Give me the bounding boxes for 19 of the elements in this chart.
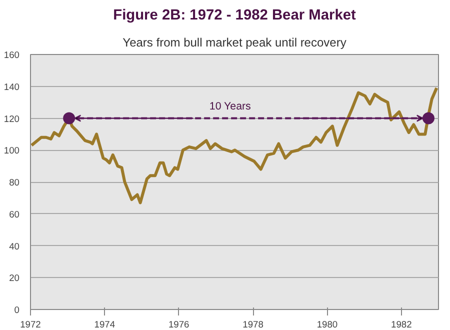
y-tick-label: 60 bbox=[9, 209, 20, 220]
chart-title: Figure 2B: 1972 - 1982 Bear Market bbox=[113, 8, 356, 24]
x-tick-label: 1976 bbox=[168, 320, 190, 330]
y-tick-label: 20 bbox=[9, 273, 20, 284]
y-tick-label: 100 bbox=[4, 146, 20, 156]
x-tick-label: 1978 bbox=[242, 320, 264, 330]
x-tick-label: 1982 bbox=[391, 320, 412, 330]
y-tick-label: 120 bbox=[4, 114, 20, 124]
y-tick-label: 160 bbox=[4, 50, 20, 60]
y-tick-label: 80 bbox=[9, 178, 20, 188]
chart-subtitle: Years from bull market peak until recovery bbox=[122, 36, 346, 50]
y-tick-label: 0 bbox=[14, 305, 20, 315]
annotation: 10 Years bbox=[209, 100, 251, 112]
x-tick-label: 1974 bbox=[94, 320, 116, 330]
y-tick-label: 40 bbox=[9, 241, 20, 252]
line-series bbox=[30, 86, 438, 204]
x-tick-label: 1972 bbox=[20, 320, 41, 330]
x-tick-label: 1980 bbox=[316, 320, 338, 330]
y-tick-label: 140 bbox=[4, 82, 20, 92]
